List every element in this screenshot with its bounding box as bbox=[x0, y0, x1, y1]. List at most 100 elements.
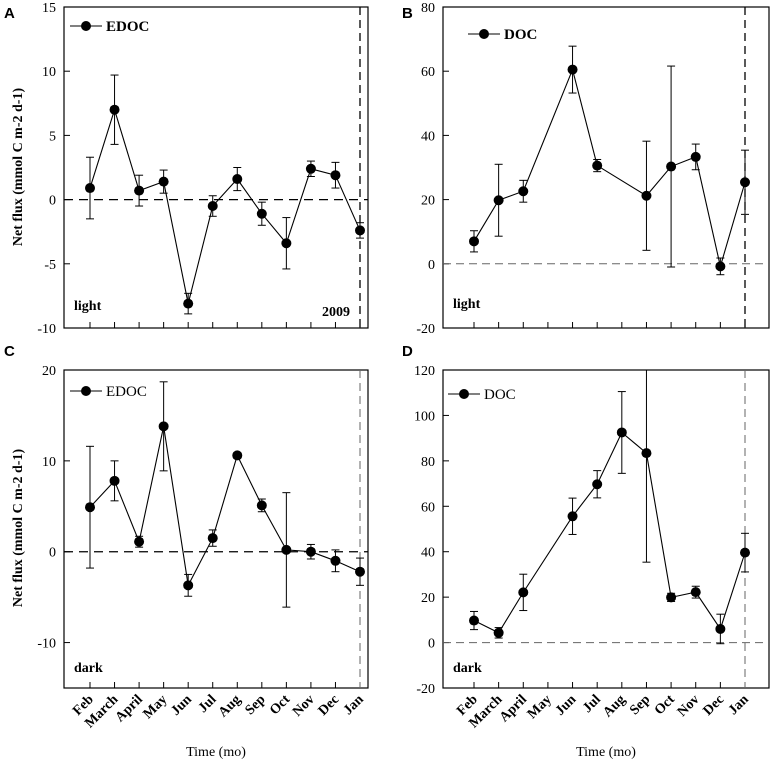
x-tick-label-month: Jun bbox=[168, 692, 195, 719]
legend-label: EDOC bbox=[106, 384, 147, 400]
y-tick-label: -5 bbox=[44, 258, 56, 273]
data-point bbox=[256, 500, 267, 511]
y-tick-label: -20 bbox=[416, 682, 435, 697]
legend-label: DOC bbox=[504, 27, 537, 43]
y-tick-label: 80 bbox=[421, 1, 435, 16]
y-tick-label: -20 bbox=[416, 322, 435, 337]
data-point bbox=[207, 533, 218, 544]
panel-letter: D bbox=[402, 343, 413, 360]
y-axis-title-top: Net flux (mmol C m-2 d-1) bbox=[11, 88, 26, 247]
data-point bbox=[641, 448, 652, 459]
panel-letter: B bbox=[402, 5, 413, 22]
x-tick-label-month: Jul bbox=[580, 692, 604, 716]
data-point bbox=[355, 225, 365, 236]
x-tick-label-month: Aug bbox=[600, 692, 628, 720]
data-point bbox=[690, 151, 701, 162]
legend-marker bbox=[81, 386, 91, 396]
condition-label: light bbox=[453, 297, 481, 312]
x-tick-label-month: Nov bbox=[675, 692, 703, 720]
y-tick-label: 120 bbox=[414, 364, 435, 379]
plot-frame bbox=[442, 6, 770, 329]
legend: DOC bbox=[468, 27, 537, 43]
panel-letter: A bbox=[4, 5, 15, 22]
panel-a: -10 -5 0 5 10 15 A EDOC light 2009 bbox=[4, 1, 369, 337]
x-axis-title-right: Time (mo) bbox=[576, 745, 636, 760]
series-line-doc bbox=[473, 67, 746, 269]
y-tick-label: 10 bbox=[42, 455, 56, 470]
data-point bbox=[109, 475, 120, 486]
series-line-edoc bbox=[89, 107, 361, 304]
x-tick-label-month: April bbox=[497, 692, 530, 725]
y-tick-label: 80 bbox=[421, 455, 435, 470]
y-tick-label: -10 bbox=[37, 637, 56, 652]
data-point bbox=[493, 627, 504, 638]
legend-marker bbox=[81, 21, 91, 31]
data-point bbox=[740, 547, 750, 558]
y-tick-label: 0 bbox=[428, 258, 435, 273]
data-point bbox=[158, 176, 169, 187]
data-point bbox=[740, 177, 750, 188]
year-annotation: 2009 bbox=[322, 305, 350, 320]
x-tick-label-month: May bbox=[525, 692, 555, 722]
y-axis-title-bottom: Net flux (mmol C m-2 d-1) bbox=[11, 449, 26, 608]
legend-marker bbox=[479, 29, 489, 39]
data-point bbox=[232, 450, 243, 461]
panel-d: -20020406080100120DDOCdarkFebMarchAprilM… bbox=[402, 343, 770, 731]
data-point bbox=[715, 623, 726, 634]
data-point bbox=[256, 208, 267, 219]
data-point bbox=[690, 587, 701, 598]
y-tick-label: 10 bbox=[42, 65, 56, 80]
panel-letter: C bbox=[4, 343, 15, 360]
data-point bbox=[281, 544, 292, 555]
data-point bbox=[493, 195, 504, 206]
x-tick-label-month: Oct bbox=[652, 692, 678, 718]
plot-frame bbox=[63, 369, 369, 689]
data-point bbox=[355, 566, 365, 577]
y-tick-label: -10 bbox=[37, 322, 56, 337]
x-tick-label-month: April bbox=[113, 692, 146, 725]
y-tick-label: 40 bbox=[421, 129, 435, 144]
data-point bbox=[330, 170, 341, 181]
data-point bbox=[207, 201, 218, 212]
data-point bbox=[183, 580, 194, 591]
y-tick-label: 60 bbox=[421, 500, 435, 515]
legend-label: DOC bbox=[484, 387, 516, 403]
data-point bbox=[518, 186, 529, 197]
data-point bbox=[281, 238, 292, 249]
error-bar bbox=[642, 370, 651, 563]
data-point bbox=[641, 190, 652, 201]
data-point bbox=[305, 546, 316, 557]
data-point bbox=[134, 536, 145, 547]
y-tick-label: 40 bbox=[421, 546, 435, 561]
x-tick-label-month: Oct bbox=[267, 692, 293, 718]
data-point bbox=[592, 479, 603, 490]
data-point bbox=[330, 555, 341, 566]
x-tick-label-month: Jan bbox=[726, 692, 752, 718]
data-point bbox=[109, 104, 120, 115]
condition-label: dark bbox=[453, 661, 482, 676]
panel-b: -20 0 20 40 60 80 B DOC light bbox=[402, 1, 770, 337]
y-tick-label: 20 bbox=[421, 591, 435, 606]
x-tick-label-month: Dec bbox=[701, 692, 728, 719]
x-tick-label-month: Nov bbox=[290, 692, 318, 720]
x-tick-label-month: Dec bbox=[316, 692, 343, 719]
y-tick-label: 20 bbox=[42, 364, 56, 379]
data-point bbox=[518, 587, 529, 598]
data-point bbox=[134, 185, 145, 196]
legend-marker bbox=[459, 389, 469, 399]
data-point bbox=[85, 502, 95, 513]
data-point bbox=[567, 511, 578, 522]
data-point bbox=[616, 427, 627, 438]
legend: DOC bbox=[448, 387, 516, 403]
y-tick-label: 100 bbox=[414, 409, 435, 424]
data-point bbox=[183, 298, 194, 309]
data-point bbox=[666, 592, 677, 603]
data-point bbox=[232, 174, 243, 185]
x-tick-label-month: Sep bbox=[243, 692, 269, 718]
data-point bbox=[158, 421, 169, 432]
y-tick-label: 20 bbox=[421, 194, 435, 209]
plot-frame bbox=[442, 369, 770, 689]
series-line-doc bbox=[473, 431, 746, 634]
